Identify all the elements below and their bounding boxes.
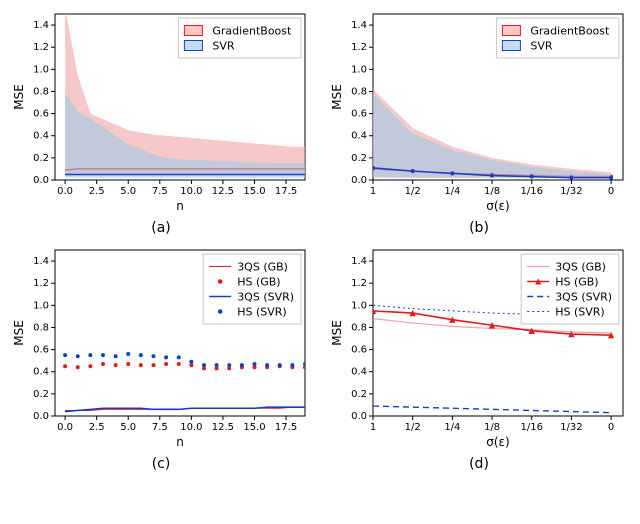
svg-text:MSE: MSE: [330, 320, 344, 346]
svg-text:15.0: 15.0: [243, 186, 265, 197]
panel-b-cell: 1 1/2 1/4 1/8 1/16 1/32 0 0.0 0.2 0.4 0.6 0.8 1.0 1.2…: [326, 8, 632, 236]
svg-text:0.4: 0.4: [351, 131, 367, 142]
svg-text:2.5: 2.5: [89, 422, 105, 433]
svg-text:5.0: 5.0: [120, 186, 136, 197]
svg-text:1.4: 1.4: [33, 20, 49, 31]
svg-text:7.5: 7.5: [152, 186, 168, 197]
svg-text:1/2: 1/2: [405, 186, 421, 197]
svg-text:0.2: 0.2: [33, 153, 49, 164]
svg-text:7.5: 7.5: [152, 422, 168, 433]
svg-text:0.0: 0.0: [57, 186, 73, 197]
svg-text:1/4: 1/4: [444, 186, 460, 197]
svg-text:1.0: 1.0: [33, 300, 49, 311]
svg-text:0.8: 0.8: [33, 86, 49, 97]
svg-text:SVR: SVR: [530, 40, 553, 53]
svg-text:3QS (SVR): 3QS (SVR): [555, 291, 612, 304]
figure-grid: 0.02.55.07.510.012.515.017.50.00.20.40.6…: [8, 8, 632, 472]
svg-text:0: 0: [608, 422, 614, 433]
svg-text:0.8: 0.8: [33, 322, 49, 333]
svg-text:0.0: 0.0: [33, 175, 49, 186]
svg-text:12.5: 12.5: [212, 186, 234, 197]
panel-b: 1 1/2 1/4 1/8 1/16 1/32 0 0.0 0.2 0.4 0.6 0.8 1.0 1.2…: [329, 8, 629, 218]
svg-text:3QS (GB): 3QS (GB): [237, 261, 288, 274]
svg-text:1/16: 1/16: [520, 422, 542, 433]
svg-text:15.0: 15.0: [243, 422, 265, 433]
svg-text:0.0: 0.0: [33, 411, 49, 422]
svg-text:1: 1: [370, 186, 376, 197]
svg-text:HS (SVR): HS (SVR): [237, 306, 286, 319]
svg-text:0.6: 0.6: [33, 109, 49, 120]
svg-text:1/8: 1/8: [484, 422, 500, 433]
svg-text:1.2: 1.2: [351, 42, 367, 53]
caption-a: (a): [151, 220, 171, 236]
svg-text:1.0: 1.0: [351, 64, 367, 75]
svg-text:1.2: 1.2: [33, 42, 49, 53]
panel-d: 1 1/2 1/4 1/8 1/16 1/32 0 0.0 0.2 0.4 0.6 0.8 1.0 1.2…: [329, 244, 629, 454]
svg-text:0.4: 0.4: [33, 367, 49, 378]
svg-text:1/32: 1/32: [560, 186, 582, 197]
panel-a: 0.0 2.5 5.0 7.5 10.0 12.5 15.0 17.5 0.0 0.2 0.4 0.6…: [11, 8, 311, 218]
caption-b: (b): [469, 220, 489, 236]
svg-text:1.2: 1.2: [351, 278, 367, 289]
svg-text:0.0: 0.0: [57, 422, 73, 433]
svg-text:1.4: 1.4: [351, 20, 367, 31]
svg-text:0.6: 0.6: [33, 345, 49, 356]
svg-text:n: n: [176, 199, 184, 213]
svg-text:3QS (GB): 3QS (GB): [555, 261, 606, 274]
svg-text:0.2: 0.2: [33, 389, 49, 400]
svg-text:MSE: MSE: [12, 84, 26, 110]
svg-text:MSE: MSE: [330, 84, 344, 110]
svg-text:0.8: 0.8: [351, 86, 367, 97]
svg-text:17.5: 17.5: [275, 422, 297, 433]
svg-text:σ(ε): σ(ε): [486, 199, 509, 213]
svg-text:1/2: 1/2: [405, 422, 421, 433]
svg-text:5.0: 5.0: [120, 422, 136, 433]
svg-text:1/4: 1/4: [444, 422, 460, 433]
caption-d: (d): [469, 456, 489, 472]
svg-text:0.2: 0.2: [351, 153, 367, 164]
svg-text:17.5: 17.5: [275, 186, 297, 197]
svg-text:0.4: 0.4: [33, 131, 49, 142]
svg-text:0.0: 0.0: [351, 411, 367, 422]
svg-text:HS (GB): HS (GB): [555, 276, 598, 289]
svg-text:0.2: 0.2: [351, 389, 367, 400]
svg-text:3QS (SVR): 3QS (SVR): [237, 291, 294, 304]
svg-text:10.0: 10.0: [180, 186, 202, 197]
svg-text:1/16: 1/16: [520, 186, 542, 197]
svg-text:1.4: 1.4: [351, 256, 367, 267]
svg-text:GradientBoost: GradientBoost: [212, 25, 292, 38]
svg-text:σ(ε): σ(ε): [486, 435, 509, 449]
caption-c: (c): [152, 456, 171, 472]
svg-text:0.6: 0.6: [351, 345, 367, 356]
svg-text:1: 1: [370, 422, 376, 433]
svg-text:SVR: SVR: [212, 40, 235, 53]
svg-text:1.4: 1.4: [33, 256, 49, 267]
svg-text:0.8: 0.8: [351, 322, 367, 333]
panel-c-cell: 0.0 2.5 5.0 7.5 10.0 12.5 15.0 17.5 0.0 0.2 0.4 0.6…: [8, 244, 314, 472]
svg-text:HS (GB): HS (GB): [237, 276, 280, 289]
svg-text:1.0: 1.0: [33, 64, 49, 75]
svg-text:0.4: 0.4: [351, 367, 367, 378]
svg-text:GradientBoost: GradientBoost: [530, 25, 610, 38]
svg-text:1/8: 1/8: [484, 186, 500, 197]
svg-text:0.6: 0.6: [351, 109, 367, 120]
svg-text:0.0: 0.0: [351, 175, 367, 186]
svg-text:1/32: 1/32: [560, 422, 582, 433]
svg-text:n: n: [176, 435, 184, 449]
svg-text:1.0: 1.0: [351, 300, 367, 311]
svg-text:12.5: 12.5: [212, 422, 234, 433]
panel-a-cell: 0.0 2.5 5.0 7.5 10.0 12.5 15.0 17.5 0.0 0.2 0.4 0.6…: [8, 8, 314, 236]
svg-text:0: 0: [608, 186, 614, 197]
svg-text:1.2: 1.2: [33, 278, 49, 289]
panel-d-cell: 1 1/2 1/4 1/8 1/16 1/32 0 0.0 0.2 0.4 0.6 0.8 1.0 1.2…: [326, 244, 632, 472]
svg-text:10.0: 10.0: [180, 422, 202, 433]
svg-text:HS (SVR): HS (SVR): [555, 306, 604, 319]
panel-c: 0.0 2.5 5.0 7.5 10.0 12.5 15.0 17.5 0.0 0.2 0.4 0.6…: [11, 244, 311, 454]
svg-text:2.5: 2.5: [89, 186, 105, 197]
svg-text:MSE: MSE: [12, 320, 26, 346]
